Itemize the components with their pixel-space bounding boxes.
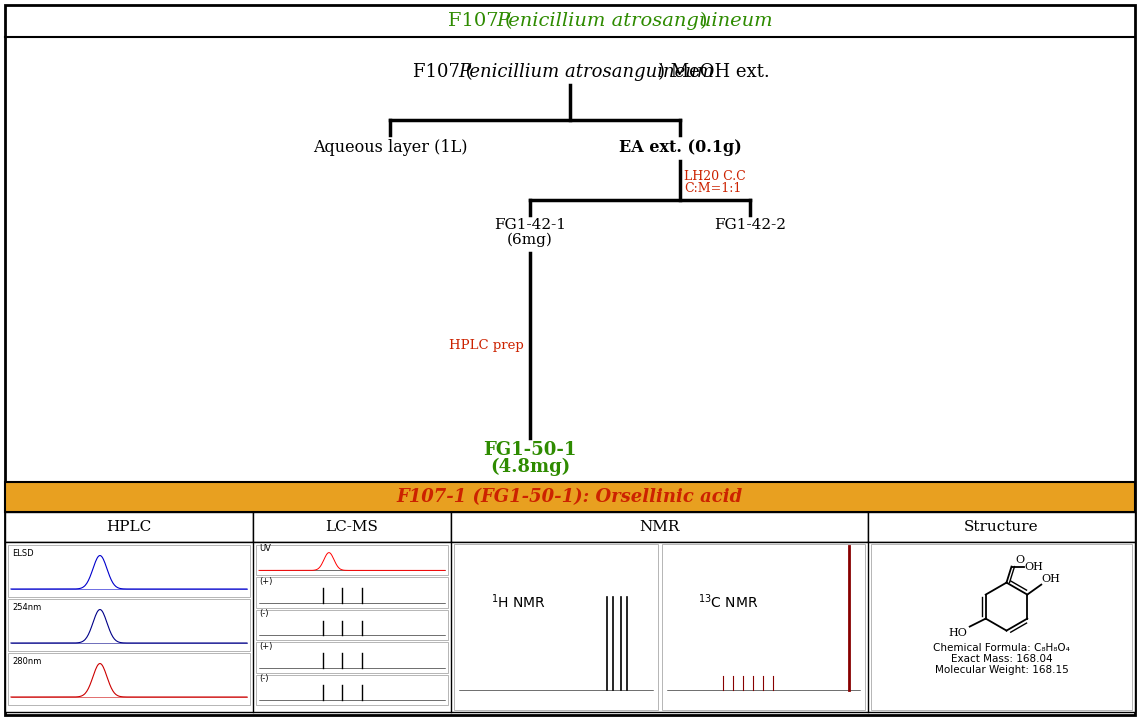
Bar bbox=[5, 482, 1135, 512]
Bar bbox=[256, 642, 448, 672]
Text: LC-MS: LC-MS bbox=[326, 520, 378, 534]
Text: UV: UV bbox=[259, 544, 271, 554]
Text: OH: OH bbox=[1041, 574, 1060, 584]
Bar bbox=[661, 544, 865, 710]
Text: Molecular Weight: 168.15: Molecular Weight: 168.15 bbox=[935, 665, 1068, 675]
Text: HPLC: HPLC bbox=[106, 520, 152, 534]
Bar bbox=[451, 512, 868, 542]
Text: Penicillium atrosanguineum: Penicillium atrosanguineum bbox=[496, 12, 773, 30]
Bar bbox=[454, 544, 658, 710]
Text: $^{13}$C NMR: $^{13}$C NMR bbox=[698, 592, 759, 611]
Text: HPLC prep: HPLC prep bbox=[449, 339, 524, 352]
Text: F107-1 (FG1-50-1): Orsellinic acid: F107-1 (FG1-50-1): Orsellinic acid bbox=[397, 488, 743, 506]
Bar bbox=[5, 542, 1135, 712]
Text: Aqueous layer (1L): Aqueous layer (1L) bbox=[312, 139, 467, 156]
Text: Structure: Structure bbox=[964, 520, 1039, 534]
Text: 254nm: 254nm bbox=[13, 603, 41, 612]
Bar bbox=[871, 544, 1132, 710]
Text: FG1-42-1: FG1-42-1 bbox=[494, 218, 565, 232]
Text: ) MeOH ext.: ) MeOH ext. bbox=[658, 63, 770, 81]
Bar bbox=[8, 599, 250, 651]
Text: EA ext. (0.1g): EA ext. (0.1g) bbox=[619, 139, 741, 156]
Text: LH20 C.C: LH20 C.C bbox=[684, 170, 746, 183]
Text: ): ) bbox=[700, 12, 708, 30]
Text: HO: HO bbox=[948, 628, 968, 638]
Bar bbox=[868, 512, 1135, 542]
Bar bbox=[256, 610, 448, 640]
Text: O: O bbox=[1016, 554, 1025, 564]
Text: Penicillium atrosanguineum: Penicillium atrosanguineum bbox=[458, 63, 714, 81]
Text: 280nm: 280nm bbox=[13, 657, 41, 666]
Text: (-): (-) bbox=[259, 609, 269, 618]
Bar bbox=[253, 512, 451, 542]
Text: Exact Mass: 168.04: Exact Mass: 168.04 bbox=[951, 654, 1052, 664]
Text: $^1$H NMR: $^1$H NMR bbox=[490, 592, 546, 611]
Text: NMR: NMR bbox=[640, 520, 679, 534]
Text: FG1-50-1: FG1-50-1 bbox=[483, 441, 577, 459]
Text: Chemical Formula: C₈H₈O₄: Chemical Formula: C₈H₈O₄ bbox=[933, 643, 1070, 653]
Bar bbox=[8, 545, 250, 597]
Text: F107 (: F107 ( bbox=[413, 63, 473, 81]
Text: (-): (-) bbox=[259, 674, 269, 683]
Text: FG1-42-2: FG1-42-2 bbox=[714, 218, 785, 232]
Text: (4.8mg): (4.8mg) bbox=[490, 458, 570, 476]
Bar bbox=[5, 512, 253, 542]
Bar bbox=[8, 653, 250, 705]
Text: C:M=1:1: C:M=1:1 bbox=[684, 182, 741, 195]
Bar bbox=[256, 545, 448, 575]
Text: (6mg): (6mg) bbox=[507, 233, 553, 248]
Text: (+): (+) bbox=[259, 642, 272, 651]
Text: (+): (+) bbox=[259, 577, 272, 586]
Bar bbox=[256, 675, 448, 705]
Text: ELSD: ELSD bbox=[13, 549, 33, 558]
Bar bbox=[256, 577, 448, 608]
Text: F107 (: F107 ( bbox=[448, 12, 513, 30]
Text: OH: OH bbox=[1025, 562, 1043, 572]
